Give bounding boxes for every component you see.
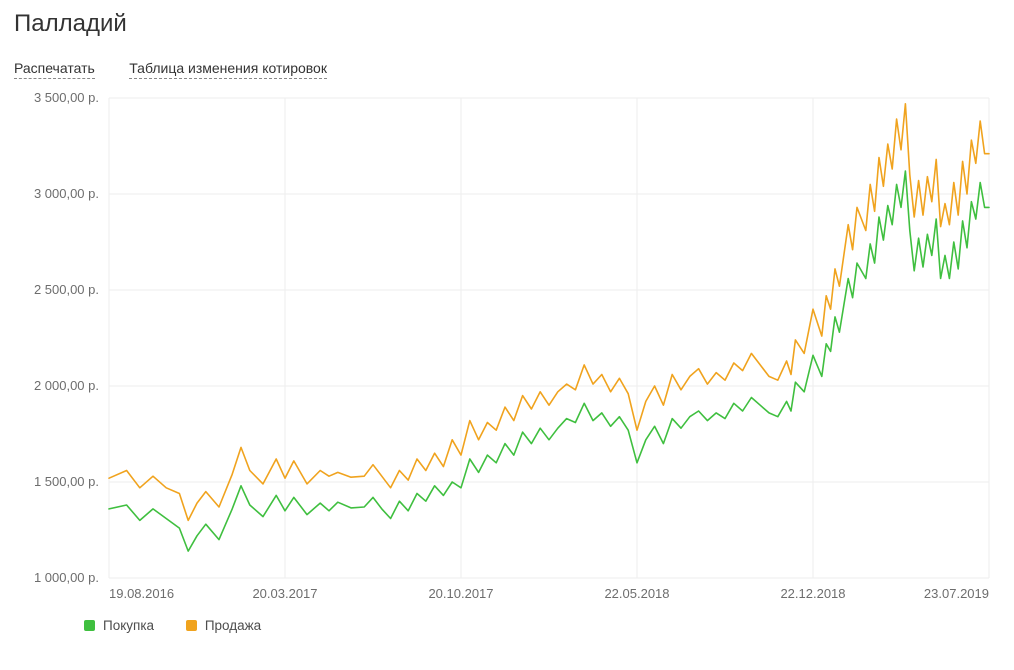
svg-text:22.12.2018: 22.12.2018 <box>780 586 845 601</box>
chart-legend: Покупка Продажа <box>84 618 1004 634</box>
svg-text:20.03.2017: 20.03.2017 <box>252 586 317 601</box>
svg-text:22.05.2018: 22.05.2018 <box>604 586 669 601</box>
svg-text:2 500,00 p.: 2 500,00 p. <box>34 282 99 297</box>
legend-label-buy: Покупка <box>103 618 154 633</box>
price-chart: 1 000,00 p. 1 500,00 p. 2 000,00 p. 2 500,0… <box>14 88 1004 608</box>
action-links: Распечатать Таблица изменения котировок <box>14 60 1004 78</box>
legend-label-sell: Продажа <box>205 618 261 633</box>
page-title: Палладий <box>14 10 1004 38</box>
svg-text:19.08.2016: 19.08.2016 <box>109 586 174 601</box>
svg-text:3 000,00 p.: 3 000,00 p. <box>34 186 99 201</box>
svg-text:23.07.2019: 23.07.2019 <box>924 586 989 601</box>
chart-svg: 1 000,00 p. 1 500,00 p. 2 000,00 p. 2 500,0… <box>14 88 1004 608</box>
svg-text:1 500,00 p.: 1 500,00 p. <box>34 474 99 489</box>
svg-text:20.10.2017: 20.10.2017 <box>428 586 493 601</box>
svg-text:1 000,00 p.: 1 000,00 p. <box>34 570 99 585</box>
svg-text:3 500,00 p.: 3 500,00 p. <box>34 90 99 105</box>
legend-swatch-sell <box>186 620 197 631</box>
legend-item-sell: Продажа <box>186 618 261 633</box>
svg-text:2 000,00 p.: 2 000,00 p. <box>34 378 99 393</box>
table-link[interactable]: Таблица изменения котировок <box>129 60 327 79</box>
print-link[interactable]: Распечатать <box>14 60 95 79</box>
legend-swatch-buy <box>84 620 95 631</box>
legend-item-buy: Покупка <box>84 618 154 633</box>
